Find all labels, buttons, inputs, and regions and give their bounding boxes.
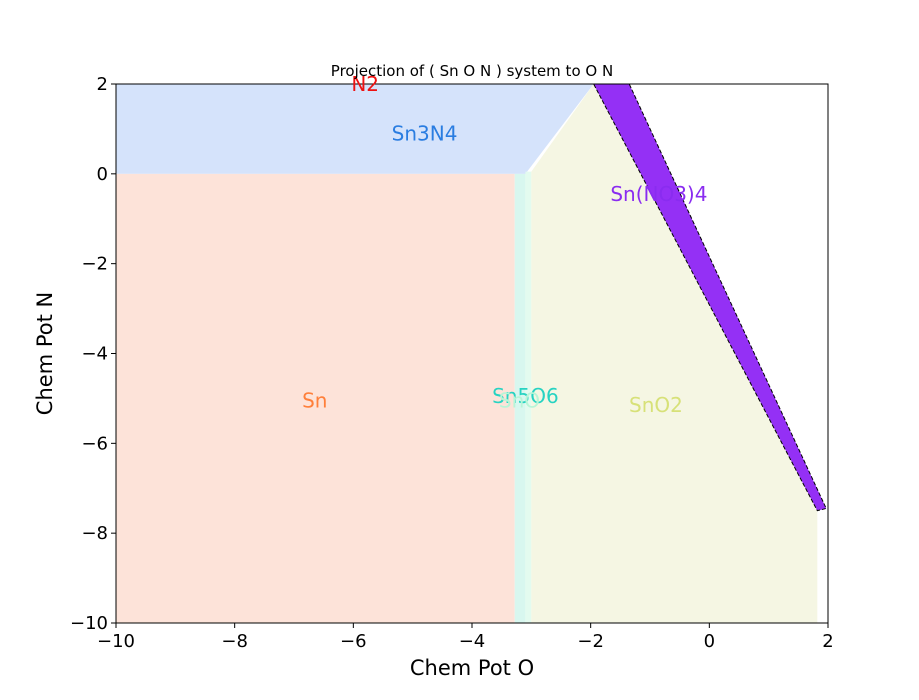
annotation-n2: N2: [351, 72, 379, 96]
x-ticks: −10 −8 −6 −4 −2 0 2: [97, 623, 834, 652]
y-ticks: −10 −8 −6 −4 −2 0 2: [70, 74, 116, 634]
y-tick-label: −4: [81, 344, 108, 365]
region-sn5o6: [514, 173, 526, 623]
region-sn: [116, 173, 515, 623]
x-tick-label: −10: [97, 631, 135, 652]
region-sno: [525, 171, 532, 623]
y-tick-label: 2: [97, 74, 108, 95]
x-tick-label: −2: [577, 631, 604, 652]
region-label-sno2: SnO2: [629, 393, 683, 417]
x-axis-label: Chem Pot O: [410, 656, 534, 680]
y-tick-label: −2: [81, 254, 108, 275]
region-label-sn5o6: Sn5O6: [492, 384, 559, 408]
region-label-sn3n4: Sn3N4: [392, 121, 458, 145]
region-label-sn: Sn: [302, 389, 327, 413]
y-axis-label: Chem Pot N: [33, 292, 57, 415]
x-tick-label: 2: [822, 631, 833, 652]
region-sno2: [531, 84, 818, 623]
region-sn-no3-4: [593, 84, 827, 512]
region-sn3n4: [116, 84, 594, 174]
region-label-sno: SnO: [499, 389, 540, 413]
y-tick-label: −10: [70, 613, 108, 634]
x-tick-label: −8: [221, 631, 248, 652]
region-label-sn-no3-4: Sn(NO3)4: [610, 182, 707, 206]
chart-title: Projection of ( Sn O N ) system to O N: [331, 62, 613, 80]
x-tick-label: 0: [704, 631, 715, 652]
y-tick-label: −8: [81, 523, 108, 544]
y-tick-label: 0: [97, 164, 108, 185]
y-tick-label: −6: [81, 433, 108, 454]
x-tick-label: −6: [340, 631, 367, 652]
regions-layer: [116, 84, 827, 623]
x-tick-label: −4: [459, 631, 486, 652]
